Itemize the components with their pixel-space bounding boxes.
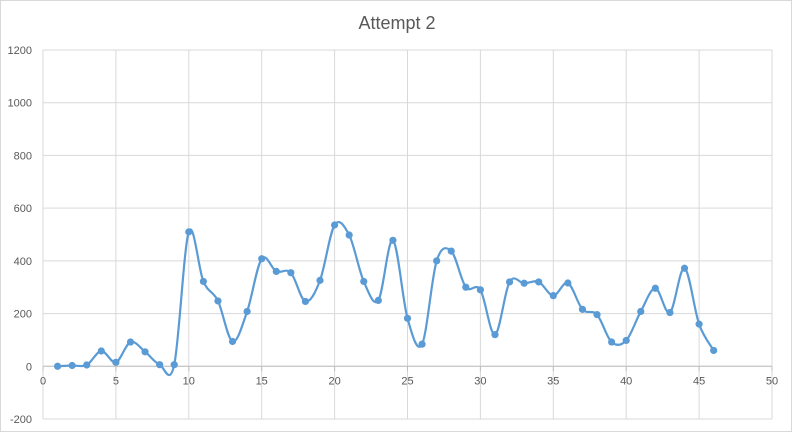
- x-axis-baseline: [42, 365, 773, 372]
- data-point: [447, 247, 455, 255]
- x-tick-label: 50: [766, 375, 778, 387]
- data-point: [156, 361, 164, 369]
- data-point: [331, 221, 339, 229]
- data-point: [520, 279, 528, 287]
- x-tick-label: 35: [547, 375, 559, 387]
- chart-title: Attempt 2: [358, 13, 435, 33]
- data-point: [433, 257, 441, 265]
- data-point: [345, 231, 353, 239]
- x-tick-label: 20: [328, 375, 340, 387]
- data-point: [97, 347, 105, 355]
- y-tick-label: 200: [14, 309, 32, 321]
- data-point: [214, 297, 222, 305]
- data-point: [418, 340, 426, 348]
- data-point: [491, 331, 499, 339]
- data-point: [476, 286, 484, 294]
- y-tick-label: -200: [10, 414, 32, 426]
- series: [56, 220, 715, 377]
- data-point: [403, 314, 412, 322]
- data-point: [564, 279, 572, 287]
- x-gridlines: [42, 50, 773, 419]
- y-tick-label: 400: [14, 256, 32, 268]
- data-point: [141, 348, 149, 356]
- x-tick-label: 5: [113, 375, 119, 387]
- data-point: [68, 361, 76, 370]
- y-tick-label: 800: [14, 150, 32, 162]
- data-point: [360, 277, 368, 286]
- x-tick-label: 25: [401, 375, 413, 387]
- data-point: [272, 267, 280, 275]
- data-point: [535, 278, 543, 286]
- data-points: [53, 221, 718, 370]
- series-line: [56, 220, 715, 377]
- data-point: [666, 308, 674, 317]
- data-point: [462, 283, 470, 291]
- data-point: [680, 264, 689, 272]
- y-tick-label: 0: [26, 361, 32, 373]
- data-point: [126, 338, 135, 346]
- x-tick-label: 40: [620, 375, 632, 387]
- data-point: [53, 362, 62, 370]
- data-point: [258, 255, 266, 263]
- data-point: [389, 236, 397, 244]
- data-point: [316, 276, 324, 284]
- data-point: [243, 307, 251, 316]
- y-tick-labels: -200 0 200 400 600 800 1000 1200: [8, 45, 32, 426]
- x-tick-label: 30: [474, 375, 486, 387]
- data-point: [287, 269, 295, 277]
- data-point: [608, 338, 616, 346]
- data-point: [593, 311, 601, 319]
- data-point: [622, 336, 630, 345]
- data-point: [83, 361, 91, 369]
- data-point: [374, 296, 382, 304]
- data-point: [505, 278, 514, 286]
- data-point: [710, 346, 718, 355]
- data-point: [199, 277, 207, 286]
- x-tick-label: 0: [40, 375, 46, 387]
- data-point: [578, 305, 587, 313]
- data-point: [637, 307, 645, 316]
- x-tick-label: 15: [256, 375, 268, 387]
- data-point: [301, 297, 310, 306]
- data-point: [185, 228, 193, 236]
- data-point: [695, 320, 703, 328]
- data-point: [170, 361, 178, 369]
- data-point: [651, 284, 659, 292]
- x-tick-label: 45: [693, 375, 705, 387]
- x-tick-label: 10: [183, 375, 195, 387]
- y-tick-label: 1200: [8, 45, 32, 57]
- data-point: [112, 358, 120, 366]
- data-point: [228, 337, 237, 346]
- x-tick-labels: 0 5 10 15 20 25 30 35 40 45 50: [40, 375, 778, 387]
- y-tick-label: 600: [14, 203, 32, 215]
- data-point: [549, 292, 557, 300]
- y-tick-label: 1000: [8, 98, 32, 110]
